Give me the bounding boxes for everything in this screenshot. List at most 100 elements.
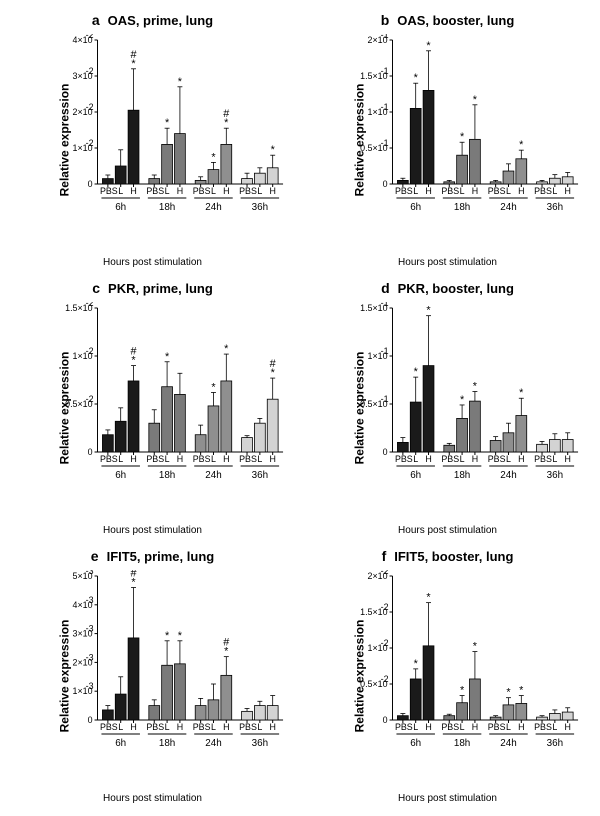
svg-text:*: * — [460, 684, 465, 696]
svg-text:24h: 24h — [205, 202, 221, 213]
svg-text:#: # — [131, 570, 138, 580]
svg-text:H: H — [177, 186, 183, 196]
panel-title-text: PKR, prime, lung — [108, 281, 213, 296]
svg-text:H: H — [269, 454, 275, 464]
svg-text:-1: -1 — [381, 346, 389, 356]
svg-text:-1: -1 — [381, 66, 389, 76]
svg-text:*: * — [426, 305, 431, 317]
plot-area: 00.5×10-11×10-11.5×10-1PBSLH6hPBSLH18hPB… — [355, 302, 582, 492]
svg-text:L: L — [552, 186, 557, 196]
panel-title: aOAS, prime, lung — [10, 12, 295, 28]
svg-text:H: H — [564, 186, 570, 196]
svg-text:*: * — [211, 381, 216, 393]
chart-d: 00.5×10-11×10-11.5×10-1PBSLH6hPBSLH18hPB… — [355, 302, 582, 492]
svg-text:*: * — [473, 380, 478, 392]
svg-text:*: * — [224, 343, 229, 355]
svg-text:PBS: PBS — [441, 722, 459, 732]
svg-text:H: H — [223, 186, 229, 196]
svg-text:PBS: PBS — [534, 186, 552, 196]
svg-text:PBS: PBS — [239, 186, 257, 196]
svg-text:0: 0 — [383, 715, 388, 725]
svg-text:H: H — [518, 722, 524, 732]
x-axis-label: Hours post stimulation — [305, 257, 590, 268]
panel-title: d PKR, booster, lung — [305, 280, 590, 296]
svg-text:H: H — [564, 722, 570, 732]
svg-text:L: L — [165, 722, 170, 732]
panel-letter: f — [382, 548, 387, 564]
svg-text:H: H — [518, 454, 524, 464]
svg-text:6h: 6h — [410, 202, 421, 213]
svg-text:L: L — [257, 186, 262, 196]
svg-text:PBS: PBS — [395, 186, 413, 196]
svg-text:18h: 18h — [159, 202, 175, 213]
svg-text:6h: 6h — [410, 470, 421, 481]
svg-text:H: H — [269, 722, 275, 732]
plot-area: 01×10-22×10-23×10-24×10-2PBSLH6hPBSLH18h… — [60, 34, 287, 224]
chart-c: 00.5×10-21×10-21.5×10-2PBSLH6hPBSLH18hPB… — [60, 302, 287, 492]
svg-text:PBS: PBS — [193, 454, 211, 464]
panel-title-text: PKR, booster, lung — [398, 281, 514, 296]
svg-text:H: H — [472, 186, 478, 196]
svg-text:18h: 18h — [454, 470, 470, 481]
panel-letter: d — [381, 280, 390, 296]
panel-letter: e — [91, 548, 99, 564]
svg-text:H: H — [130, 186, 136, 196]
svg-text:L: L — [413, 722, 418, 732]
svg-text:36h: 36h — [252, 202, 268, 213]
svg-text:*: * — [414, 658, 419, 670]
svg-text:-2: -2 — [86, 34, 94, 40]
svg-text:*: * — [414, 366, 419, 378]
svg-text:L: L — [552, 454, 557, 464]
svg-text:L: L — [211, 722, 216, 732]
svg-text:*: * — [211, 151, 216, 163]
svg-text:0: 0 — [88, 715, 93, 725]
svg-text:PBS: PBS — [488, 454, 506, 464]
svg-text:L: L — [413, 186, 418, 196]
svg-text:H: H — [130, 722, 136, 732]
svg-text:PBS: PBS — [534, 454, 552, 464]
panel-e: eIFIT5, prime, lungRelative expressionHo… — [10, 546, 295, 806]
svg-text:-1: -1 — [381, 302, 389, 308]
svg-text:-2: -2 — [86, 138, 94, 148]
panel-title: fIFIT5, booster, lung — [305, 548, 590, 564]
svg-text:36h: 36h — [252, 470, 268, 481]
svg-text:18h: 18h — [159, 470, 175, 481]
svg-text:L: L — [118, 454, 123, 464]
svg-text:H: H — [130, 454, 136, 464]
svg-text:H: H — [177, 454, 183, 464]
svg-text:24h: 24h — [500, 738, 516, 749]
panel-title-text: OAS, booster, lung — [397, 13, 514, 28]
svg-text:*: * — [519, 139, 524, 151]
svg-text:-3: -3 — [86, 652, 94, 662]
svg-text:L: L — [211, 454, 216, 464]
svg-text:L: L — [118, 186, 123, 196]
panel-letter: a — [92, 12, 100, 28]
svg-text:24h: 24h — [500, 470, 516, 481]
svg-text:L: L — [257, 722, 262, 732]
x-axis-label: Hours post stimulation — [305, 793, 590, 804]
svg-text:*: * — [473, 94, 478, 106]
svg-text:PBS: PBS — [193, 722, 211, 732]
svg-text:H: H — [223, 722, 229, 732]
svg-text:PBS: PBS — [100, 454, 118, 464]
svg-text:PBS: PBS — [239, 454, 257, 464]
svg-text:H: H — [425, 722, 431, 732]
svg-text:*: * — [519, 684, 524, 696]
svg-text:*: * — [426, 592, 431, 604]
panel-f: fIFIT5, booster, lungRelative expression… — [305, 546, 590, 806]
svg-text:L: L — [506, 722, 511, 732]
svg-text:L: L — [552, 722, 557, 732]
svg-text:*: * — [165, 351, 170, 363]
svg-text:6h: 6h — [410, 738, 421, 749]
svg-text:PBS: PBS — [395, 454, 413, 464]
svg-text:0: 0 — [383, 447, 388, 457]
svg-text:PBS: PBS — [239, 722, 257, 732]
panel-b: bOAS, booster, lungRelative expressionHo… — [305, 10, 590, 270]
chart-a: 01×10-22×10-23×10-24×10-2PBSLH6hPBSLH18h… — [60, 34, 287, 224]
panel-title: bOAS, booster, lung — [305, 12, 590, 28]
svg-text:6h: 6h — [115, 470, 126, 481]
figure-grid: aOAS, prime, lungRelative expressionHour… — [10, 10, 590, 806]
plot-area: 00.5×10-21×10-21.5×10-2PBSLH6hPBSLH18hPB… — [60, 302, 287, 492]
svg-text:PBS: PBS — [193, 186, 211, 196]
svg-text:*: * — [473, 641, 478, 653]
